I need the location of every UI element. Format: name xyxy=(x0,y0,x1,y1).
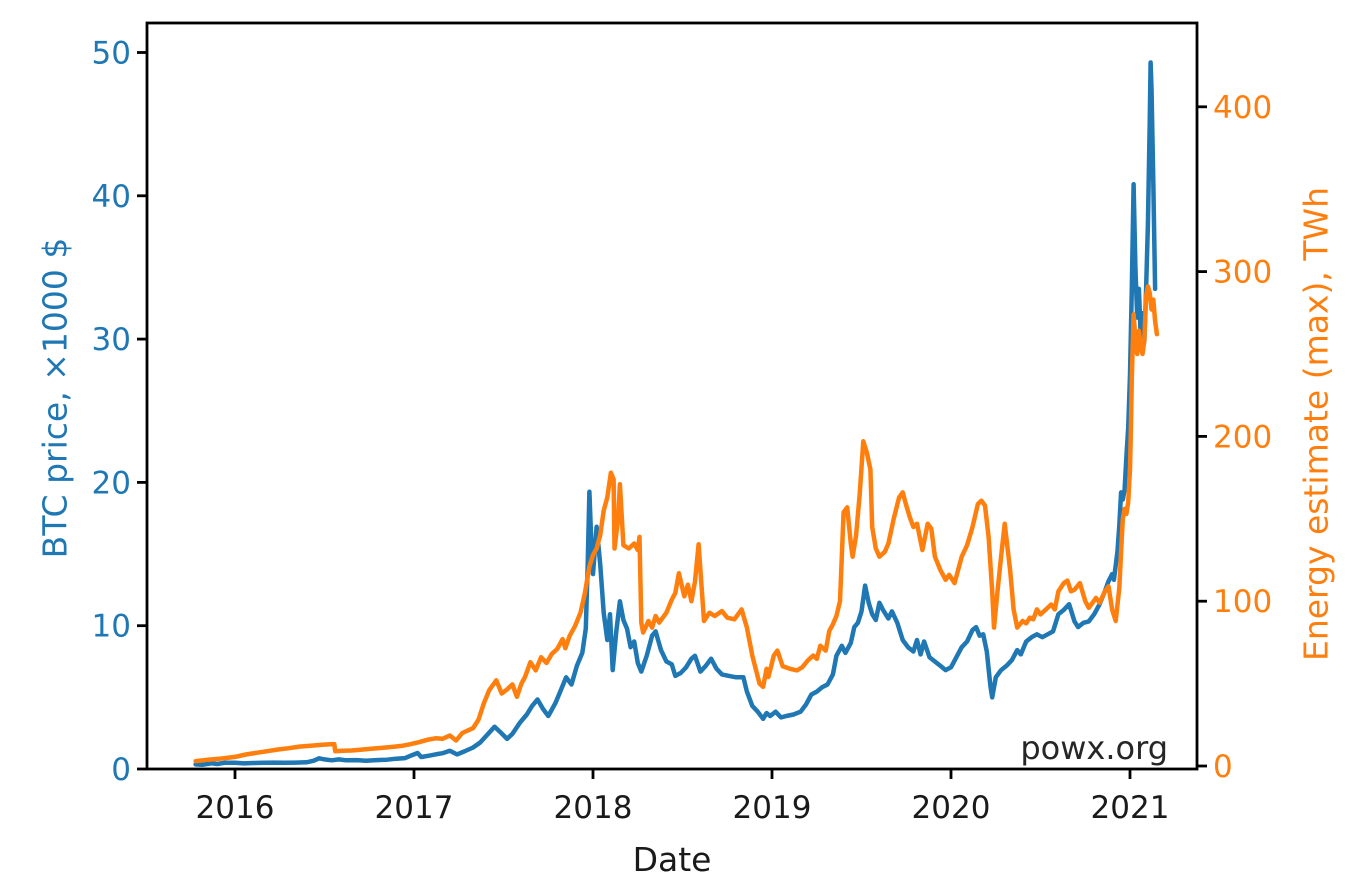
right-tick-label: 400 xyxy=(1213,90,1272,126)
right-tick-label: 200 xyxy=(1213,419,1272,455)
right-tick-label: 100 xyxy=(1213,584,1272,620)
x-tick-label: 2021 xyxy=(1091,790,1170,826)
right-axis-title: Energy estimate (max), TWh xyxy=(1296,186,1336,662)
energy-estimate-line xyxy=(193,284,1160,764)
x-tick-label: 2020 xyxy=(912,790,991,826)
plot-frame xyxy=(145,21,1199,771)
x-tick-label: 2018 xyxy=(554,790,633,826)
left-tick-label: 40 xyxy=(92,179,131,215)
left-tick-label: 0 xyxy=(111,752,131,788)
left-tick-label: 30 xyxy=(92,322,131,358)
right-tick-label: 0 xyxy=(1213,749,1233,785)
left-tick-label: 10 xyxy=(92,609,131,645)
right-tick-label: 300 xyxy=(1213,255,1272,291)
x-tick-label: 2017 xyxy=(375,790,454,826)
x-axis-title: Date xyxy=(632,840,712,879)
x-tick-label: 2019 xyxy=(733,790,812,826)
left-tick-label: 50 xyxy=(92,36,131,72)
x-tick-label: 2016 xyxy=(196,790,275,826)
left-axis-title: BTC price, ×1000 $ xyxy=(35,237,75,559)
watermark-text: powx.org xyxy=(1020,729,1168,767)
left-tick-label: 20 xyxy=(92,465,131,501)
btc-price-line xyxy=(193,60,1158,767)
